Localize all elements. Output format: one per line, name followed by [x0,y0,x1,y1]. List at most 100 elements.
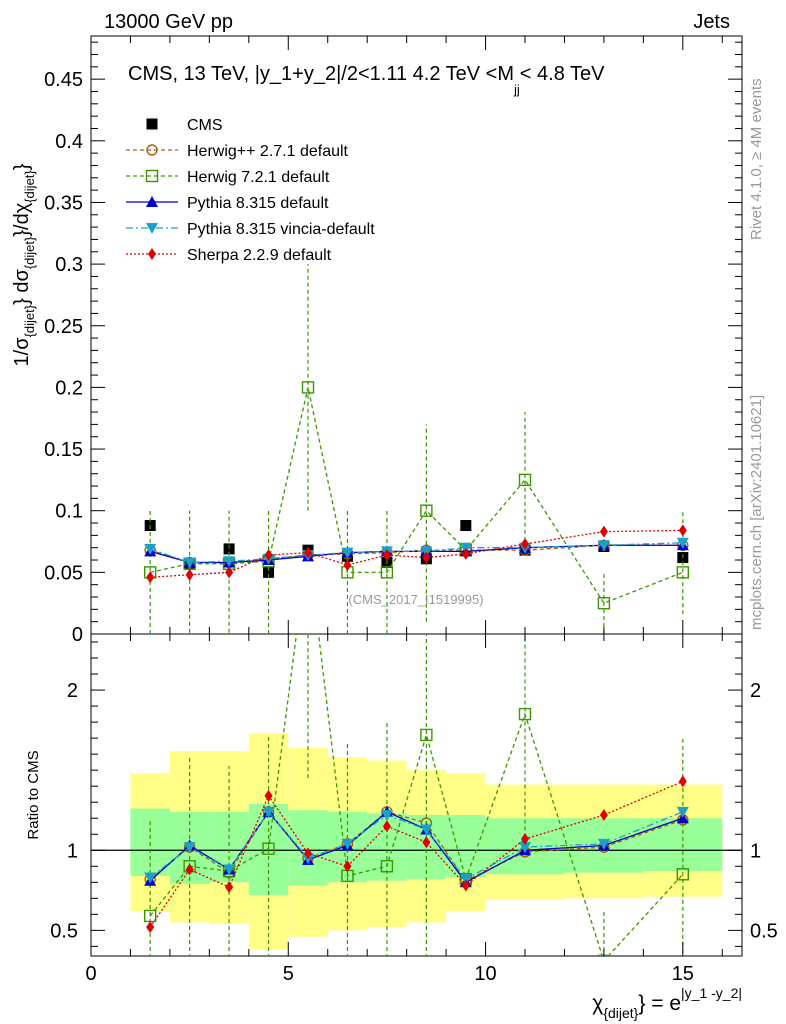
x-tick-label-0: 0 [85,963,96,985]
ratio-y-tick-label-0: 0.5 [50,920,78,942]
main-clipped [143,264,690,634]
vincia-point-5 [341,547,354,559]
main-y-tick-label-4: 0.2 [55,377,83,399]
herwig7-ratio-point-9 [518,707,532,721]
sherpa-point-3 [264,549,273,562]
vincia-ratio-point-0 [144,872,157,884]
legend-marker-cms [146,118,158,130]
ratio-y-tick-label-1: 1 [67,840,78,862]
legend-label-pythia: Pythia 8.315 default [187,195,329,212]
vincia-point-0 [144,543,157,555]
sherpa-ratio-point-6 [382,820,391,833]
main-y-tick-label-6: 0.3 [55,254,83,276]
legend-marker-pythia [146,196,158,207]
x-tick-label-5: 5 [283,963,294,985]
ratio-y-tick-label-right-0: 0.5 [750,920,778,942]
main-y-tick-label-7: 0.35 [44,192,83,214]
band_inner-bin-8 [446,815,486,878]
main-y-tick-label-9: 0.45 [44,69,83,91]
vincia-point-10 [597,540,610,552]
sherpa-ratio-point-4 [304,847,312,860]
main-y-tick-label-3: 0.15 [44,439,83,461]
main-series-layer [143,264,690,634]
vincia-ratio-point-6 [380,810,393,822]
ylabel-part-3: {dijet} [22,236,37,269]
sherpa-point-9 [521,537,529,550]
cms-point-3 [263,566,275,578]
sherpa-point-7 [422,551,431,564]
sherpa-point-4 [304,546,312,559]
vincia-ratio-point-10 [597,838,610,850]
sherpa-ratio-point-8 [461,879,470,892]
sherpa-ratio-point-3 [264,789,273,802]
ratio-series-layer [143,634,690,956]
vincia-point-2 [223,556,236,568]
sherpa-point-10 [599,525,608,538]
herwig--ratio-line [149,810,684,882]
sherpa-ratio-point-9 [521,833,529,846]
axes-layer: 0 5 10 15 0 0.05 0.1 0.15 0.2 0.25 0.3 0.35 0.4 0.45 0… [44,36,778,985]
legend-marker-herwig- [146,144,158,156]
sherpa-point-11 [678,524,687,537]
xlabel-sub: {dijet} [603,1005,638,1021]
legend-label-vincia: Pythia 8.315 vincia-default [187,221,375,238]
vincia-point-11 [676,537,689,549]
main-y-tick-label-8: 0.4 [55,131,83,153]
legend-label-herwig-: Herwig++ 2.7.1 default [187,143,349,160]
main-y-tick-label-1: 0.05 [44,562,83,584]
ratio-clipped [143,634,690,956]
vincia-ratio-point-5 [341,838,354,850]
herwig7-ratio-point-3 [262,842,275,855]
vincia-ratio-point-7 [420,824,433,836]
sherpa-line [150,529,683,578]
sherpa-ratio-point-2 [225,881,234,894]
sherpa-point-1 [185,568,194,581]
sherpa-ratio-point-5 [343,860,352,873]
sherpa-ratio-point-11 [678,775,687,788]
ylabel-part-4: }/dχ [11,202,33,236]
ratio-y-axis-label: Ratio to CMS [25,750,42,839]
sherpa-ratio-point-1 [185,863,194,876]
ylabel-part-2: } dσ [11,269,33,305]
plot-title: CMS, 13 TeV, |y_1+y_2|/2<1.11 4.2 TeV <M… [128,63,605,97]
herwig7-point-9 [518,473,532,487]
main-y-tick-label-0: 0 [72,624,83,646]
sherpa-ratio-point-10 [599,809,608,822]
vincia-ratio-point-1 [183,842,196,854]
sherpa-point-2 [225,566,234,579]
legend-marker-vincia [146,223,158,234]
rivet-version-label: Rivet 4.1.0, ≥ 4M events [748,78,765,240]
ratio-y-tick-label-right-2: 2 [750,680,761,702]
cms-point-8 [460,519,472,531]
sherpa-point-5 [343,558,352,571]
vincia-ratio-point-11 [676,806,689,818]
legend-label-herwig7: Herwig 7.2.1 default [187,169,330,186]
pythia-ratio-line [149,810,684,884]
herwig7-point-6 [380,566,394,579]
ylabel-part-6: } [11,163,33,170]
xlabel-sup: |y_1 -y_2| [681,985,742,1001]
main-y-tick-label-2: 0.1 [55,501,83,523]
sherpa-ratio-point-0 [146,921,155,934]
main-y-tick-label-5: 0.25 [44,316,83,338]
cms-point-2 [223,543,235,555]
sherpa-ratio-line [149,780,684,928]
legend-label-cms: CMS [187,117,223,134]
herwig7-ratio-point-6 [380,860,394,873]
vincia-ratio-point-9 [519,842,531,854]
vincia-point-1 [183,557,196,569]
herwig7-ratio-point-11 [676,868,690,881]
header-right-label: Jets [693,11,730,33]
ratio-plot-frame [90,633,743,957]
plot-title-end: < 4.8 TeV [520,63,605,85]
main-y-axis-label: 1/σ{dijet}} dσ{dijet}}/dχ{dijet}} [11,163,37,366]
legend: CMS Herwig++ 2.7.1 default Herwig 7.2.1 de… [126,117,375,264]
header-left-label: 13000 GeV pp [104,11,233,33]
legend-marker-sherpa [148,248,156,260]
xlabel-chi: χ [592,992,603,1015]
herwig7-ratio-point-10 [597,954,611,956]
x-axis-label: χ{dijet}} = e|y_1 -y_2| [592,985,742,1021]
herwig7-ratio-line [149,634,684,956]
ylabel-part-0: 1/σ [11,337,33,367]
